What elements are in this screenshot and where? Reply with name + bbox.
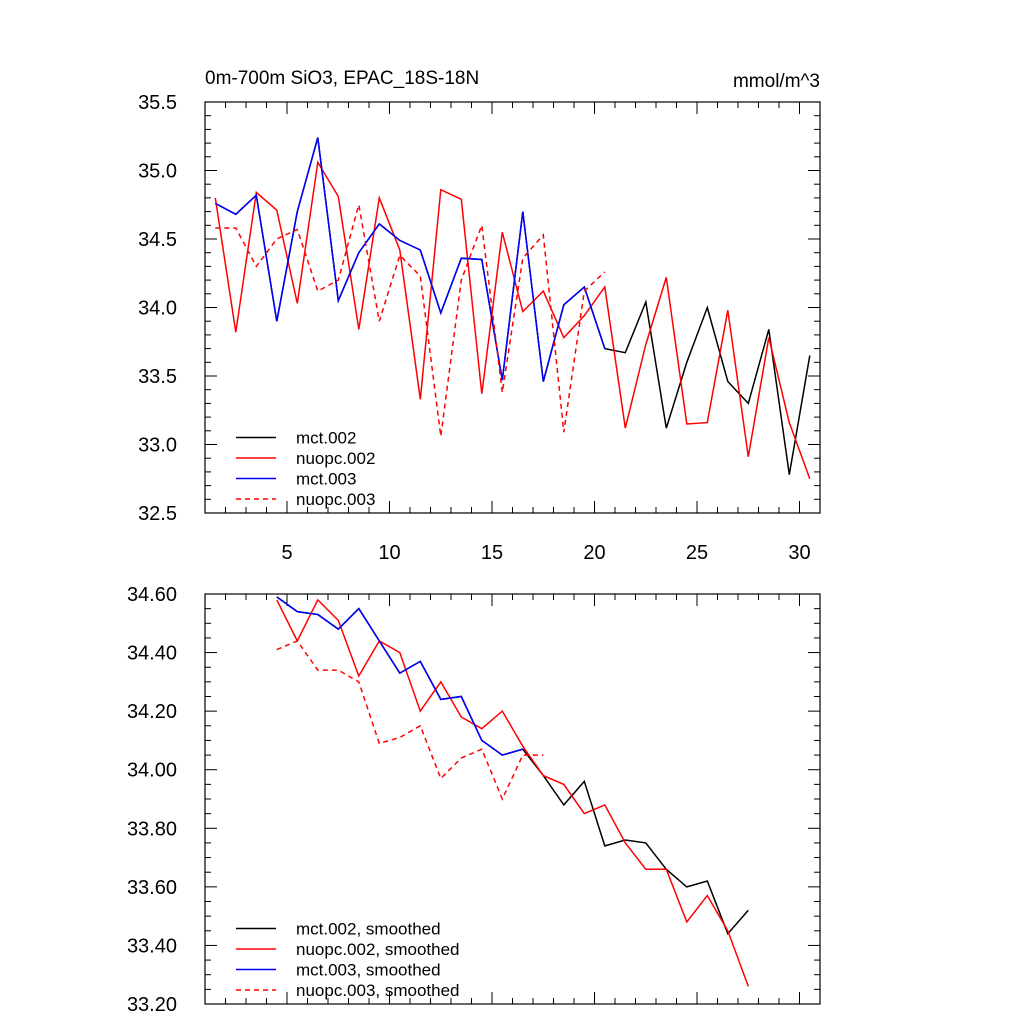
y-tick-label: 34.60 <box>127 584 177 606</box>
series-line-mct-003-smoothed <box>276 596 524 756</box>
legend-label: nuopc.003, smoothed <box>296 981 460 1000</box>
legend-label: mct.003 <box>296 470 356 489</box>
series-line-nuopc-002-smoothed <box>276 598 750 987</box>
y-tick-label: 34.0 <box>138 298 177 320</box>
legend-label: nuopc.002 <box>296 449 375 468</box>
series-line-nuopc-002 <box>214 160 811 480</box>
legend-label: mct.002 <box>296 429 356 448</box>
legend-label: mct.003, smoothed <box>296 961 441 980</box>
y-tick-label: 34.00 <box>127 760 177 782</box>
y-tick-label: 32.5 <box>138 503 177 525</box>
x-tick-label: 20 <box>583 542 605 564</box>
series-line-mct-003 <box>214 137 606 382</box>
chart-panel-top: 5 10 15 20 25 30 32.5 33.0 33.5 34.0 34.5 35.0 35.5 0… <box>138 68 821 564</box>
y-tick-label: 33.60 <box>127 877 177 899</box>
x-tick-label: 30 <box>788 542 810 564</box>
chart-title: 0m-700m SiO3, EPAC_18S-18N <box>205 68 479 89</box>
x-tick-label: 10 <box>378 542 400 564</box>
y-tick-label: 34.20 <box>127 701 177 723</box>
y-tick-label: 35.5 <box>138 92 177 114</box>
series-line-nuopc-003-smoothed <box>276 639 544 801</box>
y-tick-label: 33.20 <box>127 994 177 1016</box>
x-tick-label: 15 <box>481 542 503 564</box>
legend-label: mct.002, smoothed <box>296 920 441 939</box>
chart-units: mmol/m^3 <box>733 71 820 92</box>
series-line-nuopc-003 <box>215 204 606 437</box>
chart-panel-bottom: 33.20 33.40 33.60 33.80 34.00 34.20 34.40 34.60… <box>127 584 821 1016</box>
y-tick-label: 33.5 <box>138 366 177 388</box>
y-tick-label: 33.40 <box>127 935 177 957</box>
legend-label: nuopc.002, smoothed <box>296 940 460 959</box>
x-tick-label: 25 <box>686 542 708 564</box>
y-tick-label: 33.0 <box>138 435 177 457</box>
y-tick-label: 34.5 <box>138 229 177 251</box>
y-tick-label: 33.80 <box>127 818 177 840</box>
y-tick-label: 35.0 <box>138 161 177 183</box>
y-tick-label: 34.40 <box>127 643 177 665</box>
legend-label: nuopc.003 <box>296 490 375 509</box>
x-tick-label: 5 <box>281 542 292 564</box>
